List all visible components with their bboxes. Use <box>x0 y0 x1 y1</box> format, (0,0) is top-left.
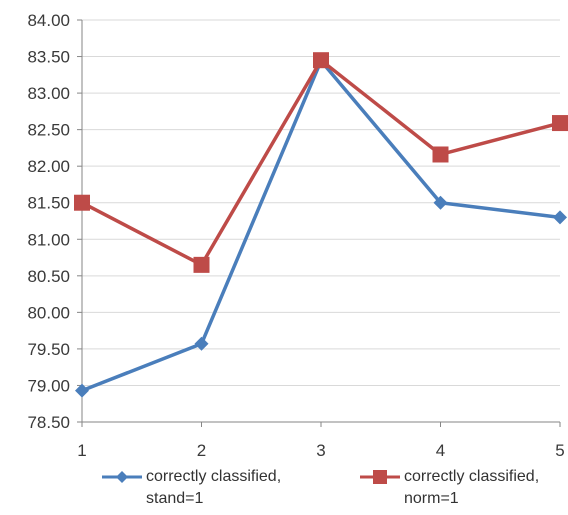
y-tick-label: 83.50 <box>27 48 70 67</box>
data-point-norm <box>432 146 449 163</box>
data-point-norm <box>552 115 568 132</box>
legend-label-stand: correctly classified, stand=1 <box>146 468 282 507</box>
data-point-stand <box>553 210 567 225</box>
data-point-norm <box>313 52 329 69</box>
y-tick-label: 78.50 <box>27 413 70 432</box>
y-tick-label: 80.00 <box>27 303 70 322</box>
x-tick-label: 2 <box>197 441 206 460</box>
data-point-stand <box>75 383 89 398</box>
line-chart: 78.50 79.00 79.50 80.00 80.50 81.00 81.50 82.00… <box>27 11 568 460</box>
data-point-norm <box>193 256 210 273</box>
data-point-stand <box>194 336 209 351</box>
y-tick-label: 83.00 <box>27 84 70 103</box>
y-tick-label: 82.50 <box>27 121 70 140</box>
y-tick-label: 80.50 <box>27 267 70 286</box>
y-tick-label: 84.00 <box>27 11 70 30</box>
y-tick-label: 81.00 <box>27 230 70 249</box>
legend-label-norm: correctly classified, norm=1 <box>404 468 540 507</box>
data-point-stand <box>433 195 448 210</box>
series-line-stand <box>81 59 561 393</box>
x-tick-label: 3 <box>316 441 325 460</box>
x-tick-label: 4 <box>436 441 445 460</box>
y-tick-label: 81.50 <box>27 194 70 213</box>
x-tick-labels: 1 2 3 4 5 <box>77 422 565 460</box>
series <box>74 52 568 398</box>
series-line-norm <box>81 58 561 267</box>
legend-marker-square <box>360 470 400 484</box>
y-tick-label: 79.00 <box>27 376 70 395</box>
y-tick-label: 82.00 <box>27 157 70 176</box>
gridlines <box>82 19 560 386</box>
x-tick-label: 5 <box>555 441 564 460</box>
x-tick-label: 1 <box>77 441 86 460</box>
y-tick-labels: 78.50 79.00 79.50 80.00 80.50 81.00 81.50 82.00… <box>27 11 82 432</box>
y-tick-label: 79.50 <box>27 340 70 359</box>
data-point-norm <box>74 194 90 211</box>
legend-marker-diamond <box>102 471 142 483</box>
chart-svg: 78.50 79.00 79.50 80.00 80.50 81.00 81.50 82.00… <box>27 11 568 460</box>
